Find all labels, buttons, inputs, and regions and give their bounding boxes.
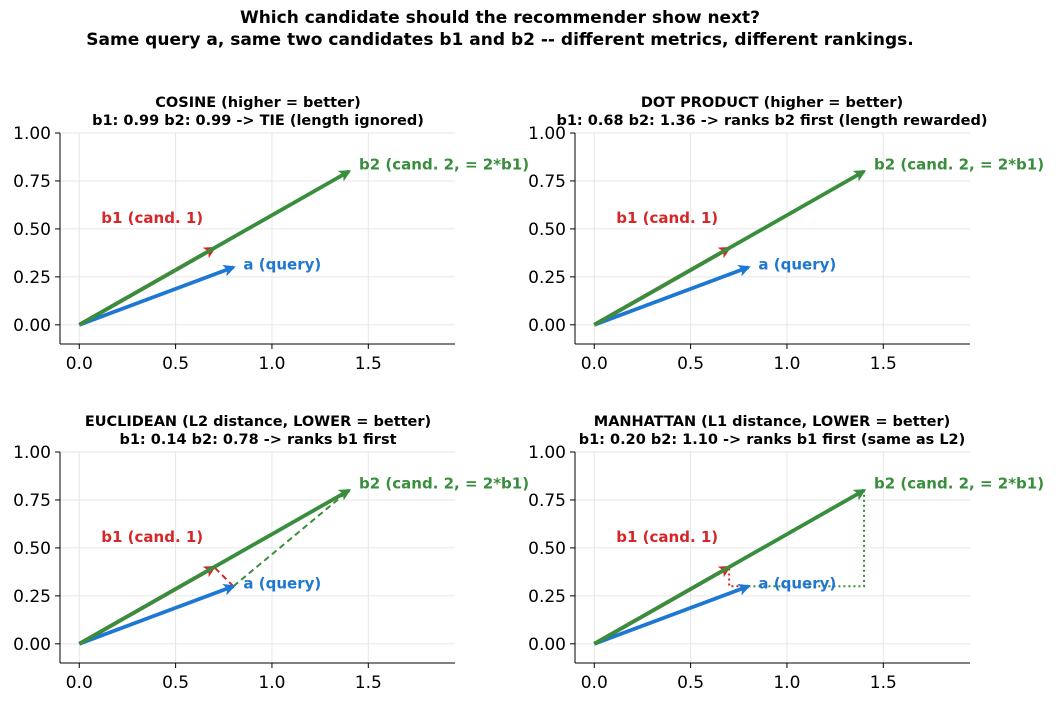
chart-panel-3: 0.0 0.5 1.0 1.5 0.00 0.25 0.50 0.75 1.00 EUCLIDEA… <box>13 414 529 693</box>
label-b2: b2 (cand. 2, = 2*b1) <box>874 474 1044 492</box>
y-tick-label: 0.75 <box>13 172 51 192</box>
y-tick-label: 0.75 <box>13 491 51 511</box>
chart-panel-4: 0.0 0.5 1.0 1.5 0.00 0.25 0.50 0.75 1.00 MANHATTA… <box>528 414 1044 693</box>
overlay-l2-to-b1 <box>213 566 235 587</box>
y-tick-label: 0.00 <box>528 635 566 655</box>
label-a: a (query) <box>758 574 836 592</box>
x-tick-label: 0.0 <box>581 673 608 693</box>
figure-suptitle-line2: Same query a, same two candidates b1 and… <box>86 30 914 50</box>
label-a: a (query) <box>758 255 836 273</box>
chart-panel-2: 0.0 0.5 1.0 1.5 0.00 0.25 0.50 0.75 1.00 DOT PROD… <box>528 95 1044 374</box>
y-tick-label: 1.00 <box>528 443 566 463</box>
x-tick-label: 1.0 <box>258 673 285 693</box>
x-tick-label: 0.5 <box>677 673 704 693</box>
y-tick-label: 0.50 <box>13 539 51 559</box>
x-tick-label: 1.5 <box>355 354 382 374</box>
vector-b2 <box>593 488 867 646</box>
y-tick-label: 1.00 <box>13 443 51 463</box>
x-tick-label: 1.5 <box>870 354 897 374</box>
y-tick-label: 0.75 <box>528 172 566 192</box>
panel-title-line2: b1: 0.68 b2: 1.36 -> ranks b2 first (len… <box>556 113 987 129</box>
vector-b2 <box>78 169 352 327</box>
x-tick-label: 0.0 <box>66 354 93 374</box>
overlay-l1-to-b2 <box>748 490 866 588</box>
vector-a <box>593 264 751 327</box>
y-tick-label: 0.00 <box>528 316 566 336</box>
y-tick-label: 1.00 <box>13 124 51 144</box>
y-tick-label: 0.25 <box>13 587 51 607</box>
label-b2: b2 (cand. 2, = 2*b1) <box>874 155 1044 173</box>
label-a: a (query) <box>243 255 321 273</box>
panel-title-line1: DOT PRODUCT (higher = better) <box>641 95 903 111</box>
label-b2: b2 (cand. 2, = 2*b1) <box>359 155 529 173</box>
figure-suptitle-line1: Which candidate should the recommender s… <box>239 8 761 28</box>
label-a: a (query) <box>243 574 321 592</box>
vector-a <box>78 264 236 327</box>
x-tick-label: 1.5 <box>355 673 382 693</box>
y-tick-label: 1.00 <box>528 124 566 144</box>
y-tick-label: 0.25 <box>528 268 566 288</box>
overlay-l1-to-b1 <box>728 567 749 588</box>
panel-title-line2: b1: 0.14 b2: 0.78 -> ranks b1 first <box>119 432 396 448</box>
y-tick-label: 0.50 <box>528 539 566 559</box>
vector-a <box>78 583 236 646</box>
overlay-l2-to-b2 <box>232 489 350 588</box>
y-tick-label: 0.25 <box>528 587 566 607</box>
y-tick-label: 0.50 <box>13 220 51 240</box>
x-tick-label: 0.0 <box>581 354 608 374</box>
y-tick-label: 0.00 <box>13 316 51 336</box>
x-tick-label: 1.5 <box>870 673 897 693</box>
label-b1: b1 (cand. 1) <box>101 528 203 546</box>
vector-b2 <box>78 488 352 646</box>
vector-a <box>593 583 751 646</box>
x-tick-label: 0.0 <box>66 673 93 693</box>
x-tick-label: 0.5 <box>162 354 189 374</box>
x-tick-label: 1.0 <box>773 354 800 374</box>
panel-title-line1: MANHATTAN (L1 distance, LOWER = better) <box>594 414 950 430</box>
panel-title-line1: COSINE (higher = better) <box>155 95 360 111</box>
label-b1: b1 (cand. 1) <box>101 209 203 227</box>
label-b2: b2 (cand. 2, = 2*b1) <box>359 474 529 492</box>
label-b1: b1 (cand. 1) <box>616 528 718 546</box>
x-tick-label: 0.5 <box>677 354 704 374</box>
y-tick-label: 0.25 <box>13 268 51 288</box>
chart-panel-1: 0.0 0.5 1.0 1.5 0.00 0.25 0.50 0.75 1.00 COSINE (… <box>13 95 529 374</box>
x-tick-label: 1.0 <box>258 354 285 374</box>
y-tick-label: 0.00 <box>13 635 51 655</box>
x-tick-label: 0.5 <box>162 673 189 693</box>
x-tick-label: 1.0 <box>773 673 800 693</box>
y-tick-label: 0.75 <box>528 491 566 511</box>
y-tick-label: 0.50 <box>528 220 566 240</box>
panel-title-line2: b1: 0.99 b2: 0.99 -> TIE (length ignored… <box>92 113 424 129</box>
label-b1: b1 (cand. 1) <box>616 209 718 227</box>
panel-title-line2: b1: 0.20 b2: 1.10 -> ranks b1 first (sam… <box>579 432 966 448</box>
panel-title-line1: EUCLIDEAN (L2 distance, LOWER = better) <box>85 414 431 430</box>
vector-b2 <box>593 169 867 327</box>
